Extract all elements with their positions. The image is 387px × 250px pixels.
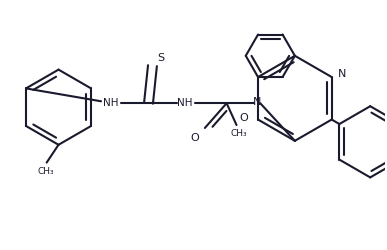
Text: O: O	[191, 133, 199, 143]
Text: N: N	[253, 97, 262, 107]
Text: NH: NH	[103, 98, 119, 108]
Text: O: O	[240, 112, 248, 122]
Text: NH: NH	[177, 98, 193, 108]
Text: S: S	[157, 53, 164, 63]
Text: CH₃: CH₃	[38, 167, 54, 176]
Text: N: N	[337, 69, 346, 79]
Text: CH₃: CH₃	[230, 130, 247, 138]
